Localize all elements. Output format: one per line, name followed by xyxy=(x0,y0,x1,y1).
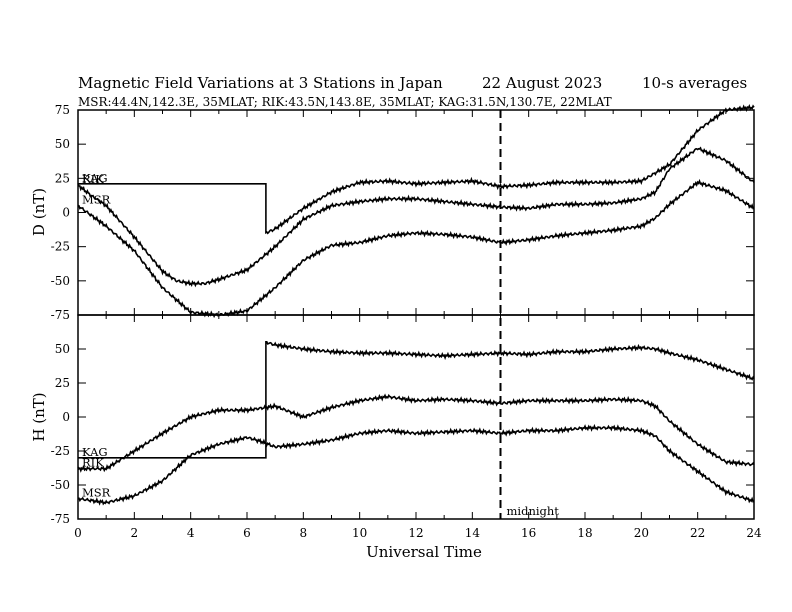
series-line-kag xyxy=(78,341,755,459)
x-tick-label: 2 xyxy=(131,526,139,540)
y-tick-label: -50 xyxy=(51,274,70,288)
series-line-kag xyxy=(78,104,755,235)
y-tick-label: -50 xyxy=(51,478,70,492)
chart-title: Magnetic Field Variations at 3 Stations … xyxy=(78,74,443,92)
y-tick-label: 0 xyxy=(62,206,70,220)
y-tick-label: 25 xyxy=(55,171,70,185)
panel-frame xyxy=(77,109,755,316)
x-tick-label: 14 xyxy=(465,526,481,540)
x-tick-label: 4 xyxy=(187,526,195,540)
series-line-msr xyxy=(77,423,755,506)
y-tick-label: 0 xyxy=(62,410,70,424)
x-axis-label: Universal Time xyxy=(366,543,482,561)
y-tick-label: 50 xyxy=(55,342,70,356)
y-tick-label: -25 xyxy=(51,240,70,254)
plot-panels: 7550250-25-50-75KAGRIKMSR50250-25-50-750… xyxy=(51,103,762,540)
series-line-rik xyxy=(77,393,755,473)
stations-subtitle: MSR:44.4N,142.3E, 35MLAT; RIK:43.5N,143.… xyxy=(78,95,612,109)
y-tick-label: -75 xyxy=(51,308,70,322)
chart-averaging: 10-s averages xyxy=(642,74,747,92)
series-line-msr xyxy=(77,178,755,319)
y-tick-label: -75 xyxy=(51,512,70,526)
x-tick-label: 24 xyxy=(746,526,762,540)
d-axis-label: D (nT) xyxy=(30,188,48,236)
series-line-rik xyxy=(77,146,755,288)
y-tick-label: 50 xyxy=(55,137,70,151)
series-label-msr: MSR xyxy=(82,486,111,500)
series-label-msr: MSR xyxy=(82,193,111,207)
y-tick-label: -25 xyxy=(51,444,70,458)
x-tick-label: 20 xyxy=(634,526,649,540)
x-tick-label: 10 xyxy=(352,526,367,540)
midnight-label: midnight xyxy=(507,504,560,518)
series-label-rik: RIK xyxy=(82,172,104,186)
series-label-rik: RIK xyxy=(82,456,104,470)
x-tick-label: 18 xyxy=(577,526,592,540)
h-axis-label: H (nT) xyxy=(30,392,48,441)
x-tick-label: 0 xyxy=(74,526,82,540)
x-tick-label: 6 xyxy=(243,526,251,540)
x-tick-label: 22 xyxy=(690,526,705,540)
panel-frame xyxy=(77,314,755,520)
x-tick-label: 12 xyxy=(408,526,423,540)
chart-date: 22 August 2023 xyxy=(482,74,602,92)
series-label-kag: KAG xyxy=(82,445,108,459)
x-tick-label: 8 xyxy=(300,526,308,540)
y-tick-label: 25 xyxy=(55,376,70,390)
y-tick-label: 75 xyxy=(55,103,70,117)
series-label-kag: KAG xyxy=(82,171,108,185)
x-tick-label: 16 xyxy=(521,526,536,540)
